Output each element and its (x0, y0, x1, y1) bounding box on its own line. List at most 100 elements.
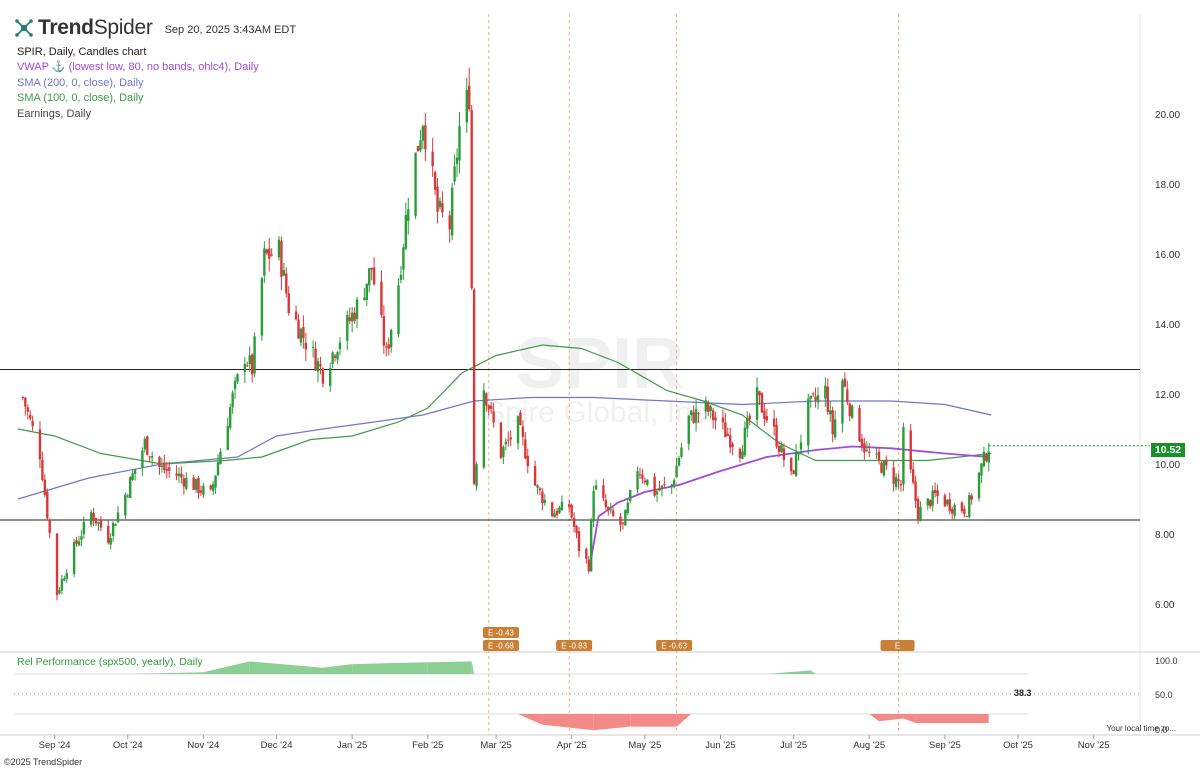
candle-body (365, 283, 368, 301)
candle-body (811, 393, 815, 395)
candle-body (780, 444, 783, 453)
candle-body (353, 312, 356, 321)
rel-performance-label[interactable]: Rel Performance (spx500, yearly), Daily (17, 656, 203, 668)
candle-body (407, 209, 410, 222)
candle-body (892, 467, 895, 484)
candle-body (368, 268, 371, 286)
candle-body (116, 512, 120, 523)
candle-body (246, 365, 249, 367)
candle-body (721, 417, 725, 423)
candle-body (882, 460, 886, 476)
candle-body (919, 506, 922, 522)
candle-body (692, 412, 695, 423)
candle-body (182, 478, 186, 487)
candle-body (755, 387, 759, 420)
candle-body (543, 500, 547, 503)
candle-body (168, 467, 171, 471)
candle-body (711, 410, 715, 421)
candle-body (602, 485, 605, 499)
candle-body (216, 462, 220, 476)
legend-symbol: SPIR, Daily, Candles chart (17, 46, 147, 58)
candle-body (833, 419, 837, 438)
candle-body (831, 410, 834, 435)
candle-body (655, 491, 659, 495)
x-tick-label: Sep '25 (929, 740, 961, 751)
candle-body (536, 485, 539, 488)
legend-vwap[interactable]: VWAP ⚓ (lowest low, 80, no bands, ohlc4)… (17, 61, 259, 74)
legend-sma100[interactable]: SMA (100, 0, close), Daily (17, 92, 144, 105)
candle-body (277, 239, 281, 258)
candle-body (180, 473, 183, 478)
candle-body (387, 344, 390, 349)
candle-body (236, 374, 239, 382)
candle-body (765, 416, 769, 421)
earnings-badge (482, 627, 519, 638)
watermark-ticker: SPIR (516, 324, 684, 404)
candle-body (875, 453, 878, 455)
candle-body (177, 473, 181, 477)
x-tick-label: Oct '25 (1003, 740, 1033, 751)
candle-body (880, 462, 883, 473)
candle-body (260, 278, 264, 336)
candle-body (609, 508, 612, 511)
legend-earnings[interactable]: Earnings, Daily (17, 107, 91, 120)
candle-body (231, 392, 234, 408)
candle-body (24, 397, 27, 407)
candle-body (943, 495, 947, 507)
candle-body (541, 491, 544, 504)
candle-body (709, 406, 712, 411)
candle-body (607, 507, 610, 510)
candle-body (131, 473, 134, 480)
candle-body (404, 215, 408, 249)
candle-body (263, 248, 266, 276)
candle-body (982, 451, 986, 467)
candle-body (329, 368, 332, 386)
x-tick-label: Oct '24 (113, 740, 143, 751)
candle-body (453, 166, 456, 182)
candle-body (663, 484, 666, 486)
candle-body (355, 299, 359, 319)
candle-body (82, 521, 86, 535)
candle-body (109, 538, 112, 545)
rel-perf-positive-area (203, 661, 250, 674)
candle-body (763, 410, 766, 420)
candle-body (863, 443, 866, 453)
candle-body (560, 501, 564, 511)
y-tick-label: 8.00 (1155, 530, 1175, 541)
candle-body (107, 526, 110, 543)
candle-body (570, 504, 573, 518)
candle-body (314, 348, 317, 371)
candle-body (350, 312, 354, 322)
candle-body (58, 589, 61, 594)
candle-body (629, 490, 632, 502)
candle-body (824, 385, 827, 399)
candle-body (450, 187, 454, 236)
candle-body (611, 510, 615, 516)
candle-body (304, 342, 308, 350)
earnings-badge-label: E -0.83 (561, 642, 587, 651)
candle-body (746, 418, 749, 429)
candle-body (741, 451, 744, 459)
candle-body (441, 203, 444, 213)
rel-perf-positive-area (249, 661, 323, 674)
legend-sma200[interactable]: SMA (200, 0, close), Daily (17, 76, 144, 89)
candle-body (936, 490, 939, 497)
candle-body (111, 522, 115, 536)
rel-perf-positive-area (471, 661, 475, 674)
candle-body (729, 435, 732, 448)
rel-perf-positive-area (810, 670, 816, 674)
candle-body (894, 477, 898, 488)
candle-body (338, 342, 342, 350)
rel-perf-negative-area (869, 714, 880, 722)
candle-body (621, 522, 625, 524)
candle-body (99, 520, 103, 528)
candle-body (219, 451, 222, 465)
candle-body (80, 536, 83, 540)
candle-body (980, 463, 983, 476)
candle-body (790, 457, 793, 472)
candle-body (482, 390, 486, 468)
candle-body (146, 436, 149, 455)
y-tick-label: 14.00 (1155, 320, 1180, 331)
candle-body (311, 347, 315, 349)
